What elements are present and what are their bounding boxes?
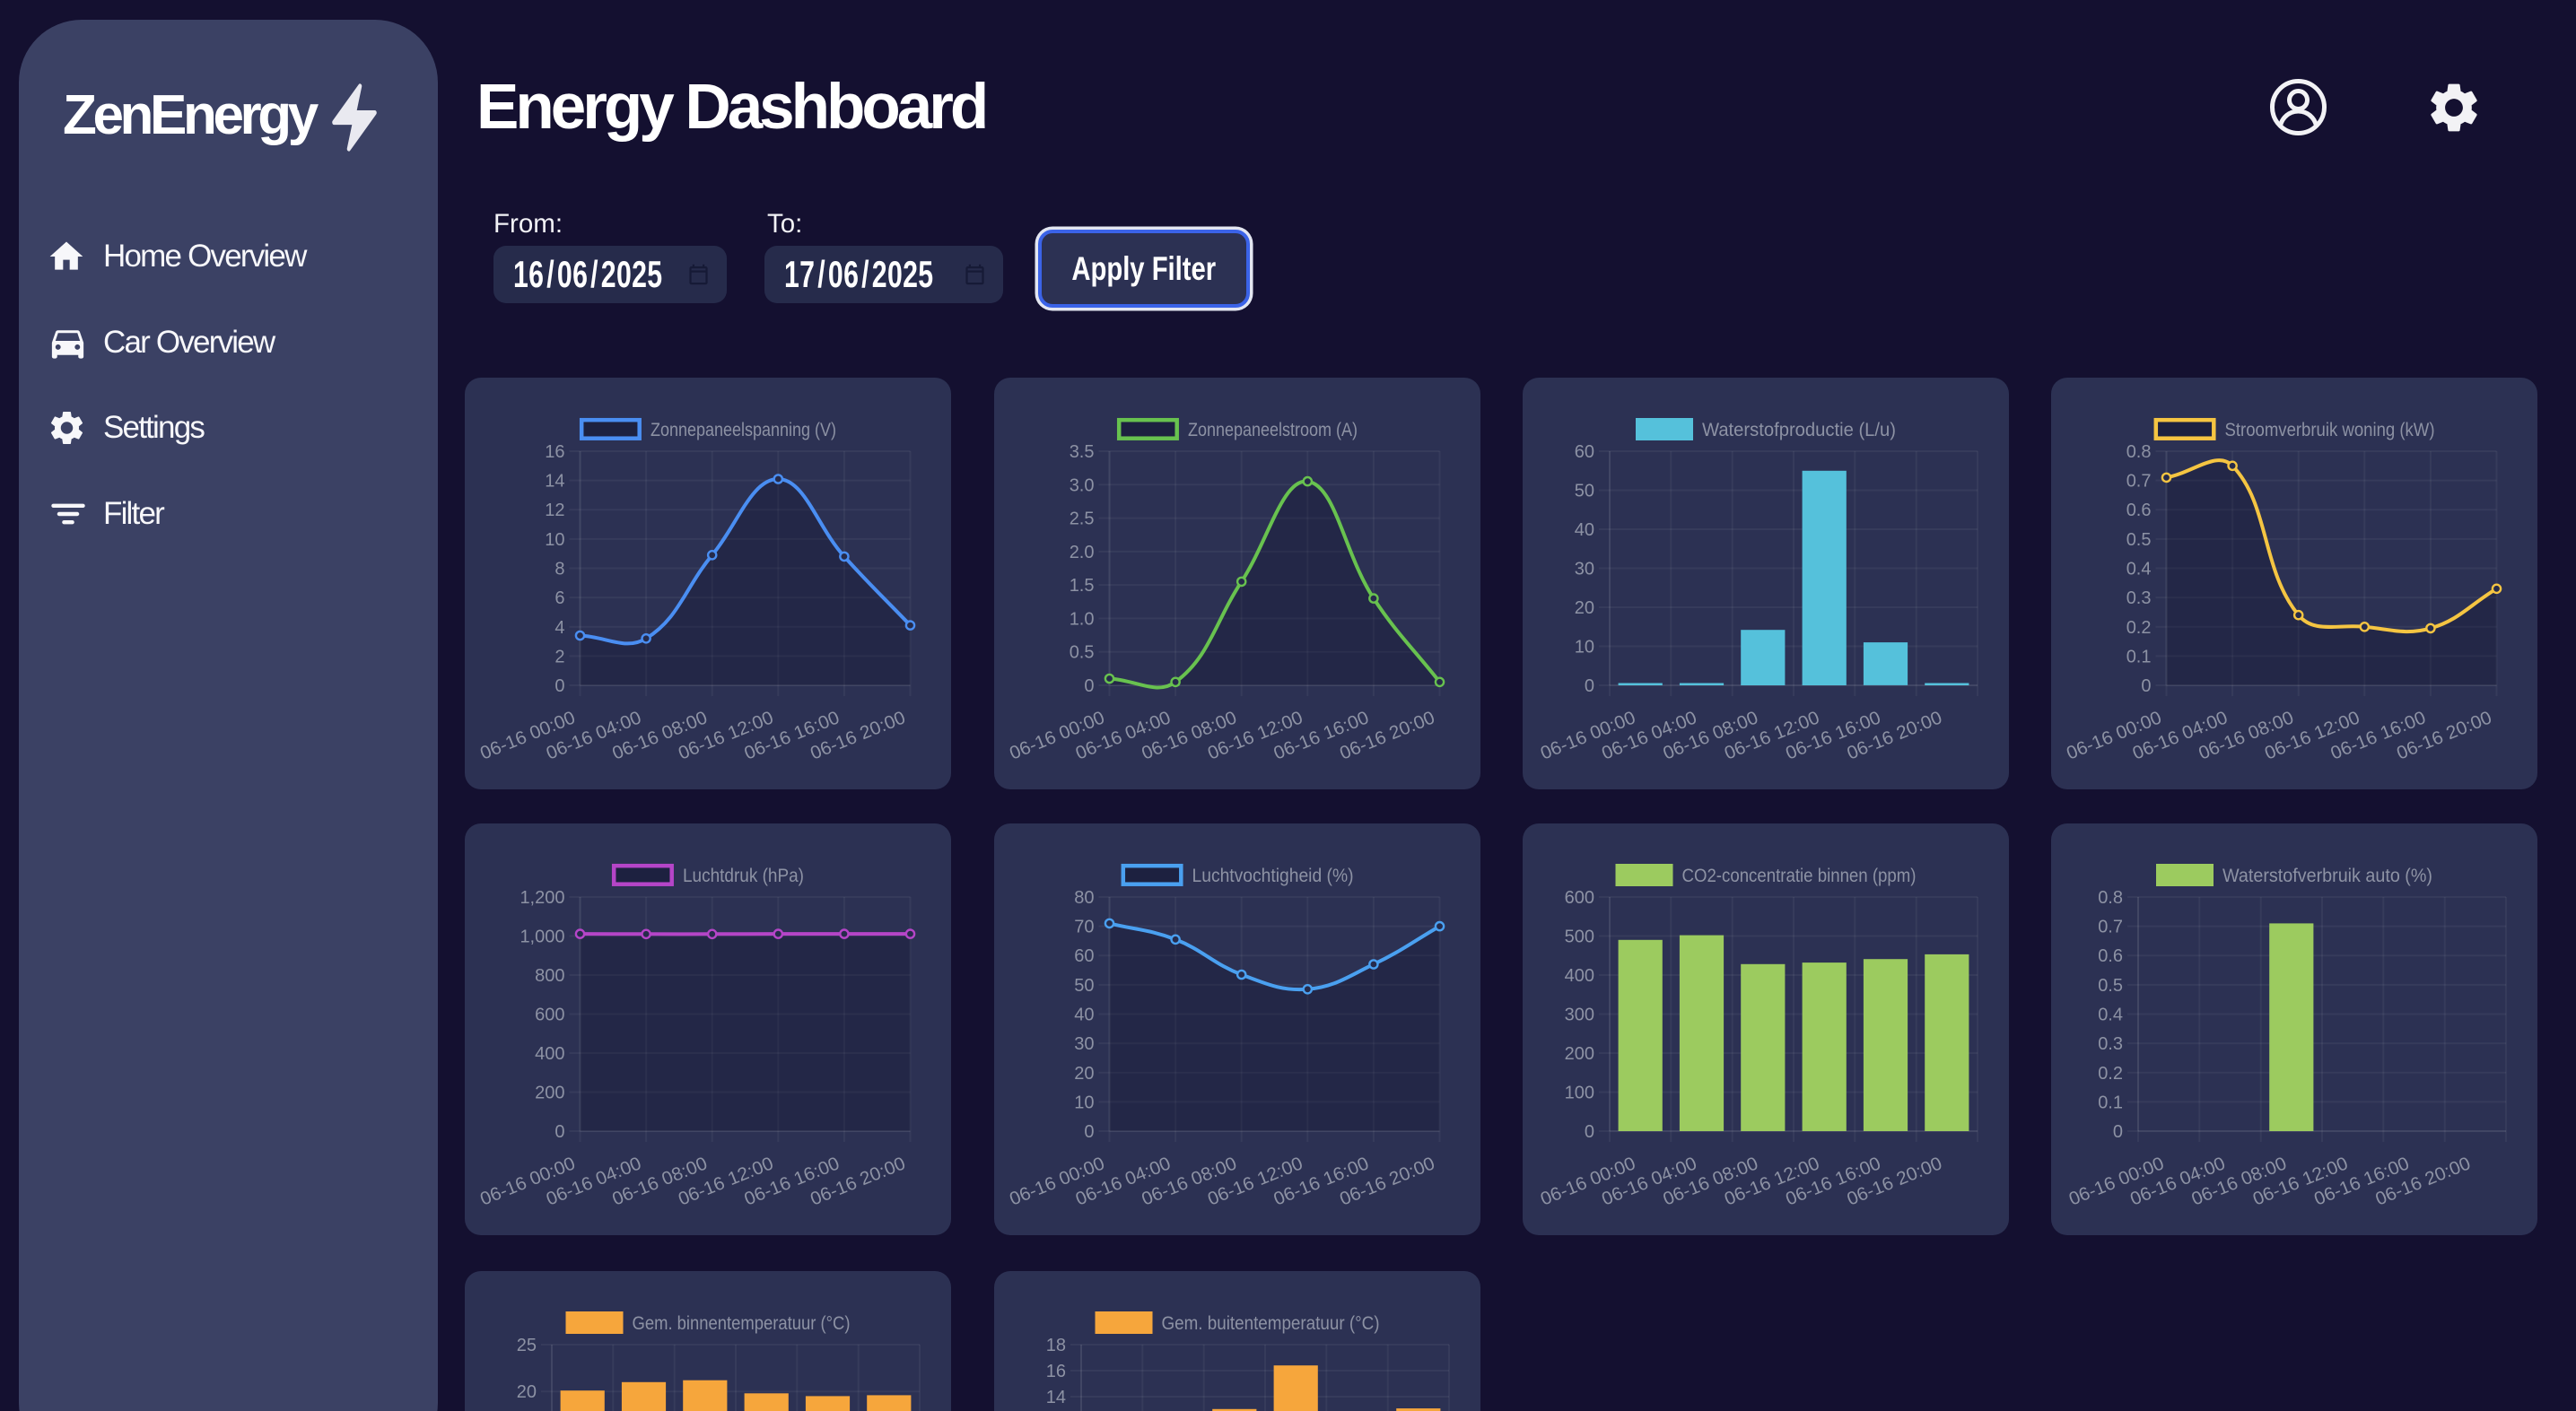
svg-text:0.1: 0.1 — [2098, 1093, 2123, 1112]
svg-text:10: 10 — [545, 530, 564, 550]
svg-text:0: 0 — [554, 676, 564, 696]
svg-text:0.2: 0.2 — [2126, 618, 2152, 638]
svg-text:40: 40 — [1575, 520, 1594, 540]
svg-text:CO2-concentratie binnen (ppm): CO2-concentratie binnen (ppm) — [1682, 866, 1917, 886]
svg-text:0.5: 0.5 — [2098, 976, 2123, 996]
svg-text:0.5: 0.5 — [2126, 530, 2152, 550]
svg-text:30: 30 — [1575, 560, 1594, 579]
svg-text:0.2: 0.2 — [2098, 1064, 2123, 1084]
svg-text:0.1: 0.1 — [2126, 647, 2152, 666]
svg-text:10: 10 — [1074, 1093, 1094, 1112]
svg-text:3.5: 3.5 — [1070, 442, 1095, 462]
svg-text:16: 16 — [545, 442, 564, 462]
svg-text:4: 4 — [554, 618, 564, 638]
svg-text:25: 25 — [517, 1336, 537, 1355]
svg-text:400: 400 — [535, 1044, 564, 1064]
svg-text:Stroomverbruik woning (kW): Stroomverbruik woning (kW) — [2225, 420, 2435, 440]
svg-text:1,000: 1,000 — [520, 928, 564, 947]
svg-text:20: 20 — [517, 1382, 537, 1402]
svg-text:6: 6 — [554, 588, 564, 608]
svg-text:600: 600 — [1565, 888, 1594, 908]
svg-text:0.4: 0.4 — [2098, 1006, 2123, 1025]
svg-text:60: 60 — [1575, 442, 1594, 462]
svg-text:400: 400 — [1565, 966, 1594, 986]
svg-text:Waterstofverbruik auto (%): Waterstofverbruik auto (%) — [2222, 866, 2432, 886]
svg-text:8: 8 — [554, 560, 564, 579]
svg-text:40: 40 — [1074, 1006, 1094, 1025]
svg-text:0: 0 — [2113, 1122, 2123, 1142]
svg-text:50: 50 — [1575, 482, 1594, 501]
svg-text:500: 500 — [1565, 928, 1594, 947]
svg-text:0.6: 0.6 — [2126, 501, 2152, 520]
svg-text:0.5: 0.5 — [1070, 643, 1095, 663]
svg-text:Zonnepaneelstroom (A): Zonnepaneelstroom (A) — [1188, 420, 1358, 440]
svg-text:0.8: 0.8 — [2126, 442, 2152, 462]
svg-text:20: 20 — [1575, 598, 1594, 618]
svg-text:70: 70 — [1074, 918, 1094, 937]
svg-text:0: 0 — [1084, 676, 1094, 696]
svg-text:800: 800 — [535, 966, 564, 986]
svg-text:80: 80 — [1074, 888, 1094, 908]
svg-text:Waterstofproductie (L/u): Waterstofproductie (L/u) — [1702, 420, 1896, 440]
svg-text:100: 100 — [1565, 1084, 1594, 1103]
svg-text:10: 10 — [1575, 638, 1594, 658]
svg-text:Gem. buitentemperatuur (°C): Gem. buitentemperatuur (°C) — [1162, 1313, 1380, 1334]
svg-text:0: 0 — [554, 1122, 564, 1142]
svg-text:0.3: 0.3 — [2126, 588, 2152, 608]
svg-text:600: 600 — [535, 1006, 564, 1025]
svg-text:0: 0 — [1084, 1122, 1094, 1142]
svg-text:16: 16 — [1046, 1362, 1066, 1381]
svg-text:1.5: 1.5 — [1070, 576, 1095, 596]
svg-text:0.7: 0.7 — [2098, 918, 2123, 937]
svg-text:3.0: 3.0 — [1070, 475, 1095, 495]
svg-text:0: 0 — [1585, 676, 1594, 696]
svg-text:0.8: 0.8 — [2098, 888, 2123, 908]
svg-text:0.6: 0.6 — [2098, 946, 2123, 966]
svg-text:30: 30 — [1074, 1034, 1094, 1054]
svg-text:200: 200 — [535, 1084, 564, 1103]
svg-text:Gem. binnentemperatuur (°C): Gem. binnentemperatuur (°C) — [633, 1313, 851, 1334]
svg-text:14: 14 — [1046, 1388, 1066, 1407]
svg-text:50: 50 — [1074, 976, 1094, 996]
svg-text:2: 2 — [554, 647, 564, 666]
svg-text:60: 60 — [1074, 946, 1094, 966]
svg-text:14: 14 — [545, 472, 564, 492]
svg-text:0.7: 0.7 — [2126, 472, 2152, 492]
svg-text:2.5: 2.5 — [1070, 510, 1095, 529]
svg-text:20: 20 — [1074, 1064, 1094, 1084]
svg-text:Luchtdruk (hPa): Luchtdruk (hPa) — [683, 866, 804, 886]
svg-text:0: 0 — [2141, 676, 2151, 696]
svg-text:200: 200 — [1565, 1044, 1594, 1064]
svg-text:18: 18 — [1046, 1336, 1066, 1355]
svg-text:12: 12 — [545, 501, 564, 520]
svg-text:300: 300 — [1565, 1006, 1594, 1025]
svg-text:2.0: 2.0 — [1070, 543, 1095, 562]
svg-text:0: 0 — [1585, 1122, 1594, 1142]
svg-text:Zonnepaneelspanning (V): Zonnepaneelspanning (V) — [651, 420, 836, 440]
svg-text:1,200: 1,200 — [520, 888, 564, 908]
svg-text:Luchtvochtigheid (%): Luchtvochtigheid (%) — [1192, 866, 1354, 886]
svg-text:1.0: 1.0 — [1070, 609, 1095, 629]
svg-text:0.3: 0.3 — [2098, 1034, 2123, 1054]
svg-text:0.4: 0.4 — [2126, 560, 2152, 579]
